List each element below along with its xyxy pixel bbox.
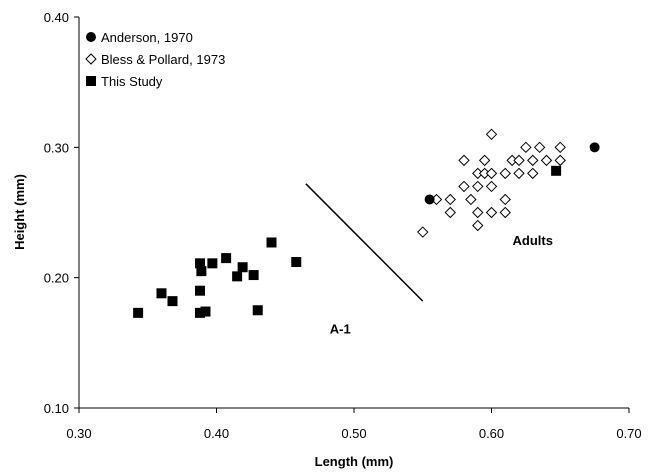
bless-pollard-point — [554, 141, 566, 154]
bless-pollard-point — [465, 193, 477, 206]
this-study-point — [156, 288, 167, 299]
y-axis-title: Height (mm) — [12, 174, 27, 250]
legend: Anderson, 1970 Bless & Pollard, 1973 This … — [85, 30, 225, 89]
bless-pollard-point — [444, 206, 456, 219]
y-ticks: 0.10 0.20 0.30 0.40 — [44, 10, 79, 416]
bless-pollard-point — [485, 167, 498, 180]
annotation-label: Adults — [513, 233, 553, 248]
x-axis-title: Length (mm) — [315, 454, 394, 469]
bless-pollard-point — [499, 167, 511, 180]
x-ticks: 0.30 0.40 0.50 0.60 0.70 — [66, 408, 642, 441]
bless-pollard-point — [417, 226, 429, 238]
legend-label: This Study — [101, 74, 163, 89]
bless-pollard-point — [540, 154, 553, 167]
this-study-point — [167, 296, 178, 307]
this-study-point — [291, 257, 302, 268]
bless-pollard-point — [499, 206, 511, 219]
this-study-point — [195, 307, 205, 318]
bless-pollard-point — [527, 167, 539, 180]
legend-marker-this-study — [86, 76, 96, 86]
bless-pollard-point — [513, 167, 525, 180]
this-study-point — [207, 258, 218, 269]
bless-pollard-point — [520, 141, 532, 154]
plot-area: 0.30 0.40 0.50 0.60 0.70 0.10 0.20 0.30 0.40 A-… — [44, 10, 642, 441]
this-study-point — [252, 305, 263, 316]
bless-pollard-point — [499, 193, 511, 206]
this-study-point — [195, 285, 205, 296]
this-study-point — [266, 237, 277, 248]
legend-marker-bless-pollard — [85, 53, 97, 65]
bless-pollard-point — [485, 206, 498, 219]
bless-pollard-point — [485, 128, 498, 141]
this-study-point — [200, 306, 211, 317]
this-study-point — [248, 270, 259, 281]
this-study-point — [196, 266, 207, 277]
this-study-point — [195, 258, 205, 269]
legend-label: Bless & Pollard, 1973 — [101, 52, 225, 67]
bless-pollard-point — [472, 206, 484, 219]
this-study-point — [232, 271, 243, 282]
bless-pollard-point — [485, 180, 498, 193]
this-study-point — [237, 262, 248, 273]
bless-pollard-point — [554, 154, 566, 167]
bless-pollard-point — [458, 180, 470, 193]
y-tick-label: 0.10 — [44, 401, 69, 416]
bless-pollard-point — [444, 193, 456, 206]
divider-line — [305, 183, 424, 302]
legend-label: Anderson, 1970 — [101, 30, 193, 45]
x-tick-label: 0.50 — [341, 426, 366, 441]
this-study-point — [133, 307, 144, 318]
bless-pollard-point — [472, 180, 484, 193]
bless-pollard-point — [472, 219, 484, 232]
bless-pollard-point — [478, 154, 491, 167]
bless-pollard-point — [458, 154, 470, 167]
x-tick-label: 0.70 — [616, 426, 641, 441]
y-tick-label: 0.20 — [44, 271, 69, 286]
y-tick-label: 0.40 — [44, 10, 69, 25]
this-study-point — [551, 165, 562, 176]
annotations: A-1 Adults — [330, 233, 553, 337]
y-tick-label: 0.30 — [44, 140, 69, 155]
bless-pollard-point — [513, 154, 525, 167]
bless-pollard-point — [527, 154, 539, 167]
annotation-label: A-1 — [330, 322, 351, 337]
x-tick-label: 0.40 — [204, 426, 229, 441]
x-tick-label: 0.30 — [66, 426, 91, 441]
anderson-point — [424, 194, 435, 205]
data-points — [133, 128, 600, 318]
anderson-point — [589, 142, 600, 153]
this-study-point — [221, 253, 232, 264]
legend-marker-anderson — [86, 32, 96, 42]
bless-pollard-point — [533, 141, 546, 154]
x-tick-label: 0.60 — [479, 426, 504, 441]
